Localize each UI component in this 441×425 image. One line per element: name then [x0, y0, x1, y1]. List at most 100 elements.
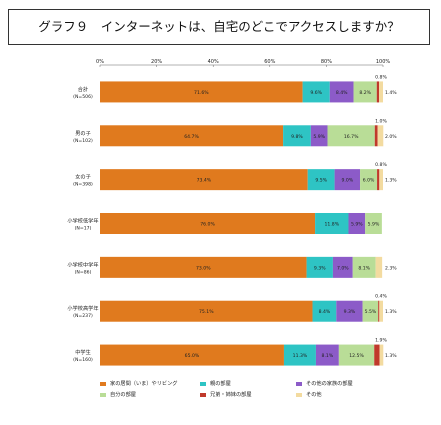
category-label: 小学校低学年 [67, 217, 98, 225]
bar-segment [376, 81, 380, 103]
legend-label: その他の家族の部屋 [306, 381, 353, 387]
category-label: 男の子 [75, 130, 91, 137]
data-label: 73.0% [196, 265, 211, 271]
data-label: 5.5% [365, 309, 377, 315]
bar-segment [348, 213, 366, 234]
data-label: 8.1% [322, 353, 334, 359]
bar-segment [362, 300, 379, 322]
category-label: 女の子 [75, 173, 91, 181]
data-label: 76.0% [200, 222, 215, 228]
data-label: 9.3% [344, 309, 356, 315]
category-label: 小学校高学年 [67, 304, 98, 312]
data-label: 9.6% [310, 90, 322, 96]
data-label: 16.7% [344, 134, 359, 140]
bar-segment [310, 125, 328, 147]
bar-segment [365, 213, 382, 234]
bar-segment [379, 344, 384, 366]
chart-title: グラフ９ インターネットは、自宅のどこでアクセスしますか？ [38, 19, 400, 34]
bar-segment [379, 81, 383, 103]
legend-item: 自分の部屋 [100, 391, 136, 398]
data-label: 2.3% [385, 265, 397, 271]
category-label: 合計 [78, 85, 88, 93]
data-label: 0.8% [375, 162, 387, 168]
legend-item: 家の居間（いま）やリビング [100, 380, 177, 387]
data-label: 9.5% [315, 178, 327, 184]
legend-item: その他の家族の部屋 [296, 380, 353, 387]
data-label: 7.0% [337, 265, 349, 271]
data-label: 9.3% [314, 265, 326, 271]
data-label: 1.9% [375, 338, 387, 344]
data-label: 0.8% [375, 74, 387, 80]
data-label: 8.4% [319, 309, 331, 315]
bar-segment [100, 256, 307, 278]
data-label: 8.2% [359, 90, 371, 96]
data-label: 9.8% [291, 134, 303, 140]
legend-label: 親の部屋 [210, 381, 231, 387]
bar-segment [379, 169, 383, 191]
legend-item: 兄弟・姉妹の部屋 [200, 391, 252, 398]
legend-item: 親の部屋 [200, 380, 231, 387]
data-label: 75.1% [199, 309, 214, 315]
legend-item: その他 [296, 391, 322, 398]
bar-segment [100, 125, 284, 147]
bar-segment [377, 125, 384, 147]
legend-swatch [200, 392, 206, 397]
data-label: 73.4% [197, 178, 212, 184]
data-label: 64.7% [184, 134, 199, 140]
data-label: 12.5% [349, 353, 364, 359]
bar-segment [379, 300, 383, 322]
data-label: 1.3% [385, 309, 397, 315]
legend-swatch [296, 392, 302, 397]
bar-segment [352, 256, 376, 278]
data-label: 6.0% [363, 178, 375, 184]
legend-swatch [296, 381, 302, 386]
data-label: 1.3% [385, 178, 397, 184]
category-label: 中学生 [75, 348, 91, 356]
bar-segment [307, 169, 335, 191]
bar-segment [283, 125, 311, 147]
bar-segment [315, 213, 349, 234]
x-tick-label: 20% [151, 59, 162, 65]
bar-segment [353, 81, 377, 103]
bar-segment [100, 344, 284, 366]
legend-label: その他 [306, 392, 322, 398]
data-label: 9.0% [342, 178, 354, 184]
bar-segment [306, 256, 333, 278]
data-label: 5.9% [368, 222, 380, 228]
data-label: 8.1% [358, 265, 370, 271]
data-label: 11.3% [293, 353, 308, 359]
bar-segment [374, 125, 378, 147]
legend-label: 自分の部屋 [110, 392, 136, 398]
bar-segment [375, 256, 383, 278]
category-n-label: (N=398) [73, 182, 93, 188]
bar-segment [374, 344, 380, 366]
bar-segment [302, 81, 330, 103]
data-label: 11.8% [324, 222, 339, 228]
bar-segment [332, 256, 353, 278]
data-label: 5.9% [351, 222, 363, 228]
x-tick-label: 40% [208, 59, 219, 65]
bar-segment [315, 344, 339, 366]
category-n-label: (N=102) [73, 138, 93, 144]
data-label: 65.0% [185, 353, 200, 359]
legend-swatch [100, 381, 106, 386]
data-label: 2.0% [385, 134, 397, 140]
data-label: 5.9% [313, 134, 325, 140]
data-label: 0.4% [375, 294, 387, 300]
data-label: 1.4% [385, 90, 397, 96]
bar-segment [100, 213, 316, 234]
data-label: 1.3% [385, 353, 397, 359]
category-label: 小学校中学年 [67, 260, 98, 268]
bar-segment [283, 344, 316, 366]
bar-segment [334, 169, 361, 191]
category-n-label: (N=17) [75, 226, 92, 232]
legend-label: 家の居間（いま）やリビング [110, 381, 178, 387]
category-n-label: (N=237) [73, 313, 93, 319]
bar-segment [100, 169, 308, 191]
bar-segment [100, 300, 313, 322]
category-n-label: (N=86) [75, 269, 92, 275]
data-label: 71.6% [194, 90, 209, 96]
bar-segment [336, 300, 363, 322]
bar-segment [312, 300, 337, 322]
data-label: 8.4% [336, 90, 348, 96]
